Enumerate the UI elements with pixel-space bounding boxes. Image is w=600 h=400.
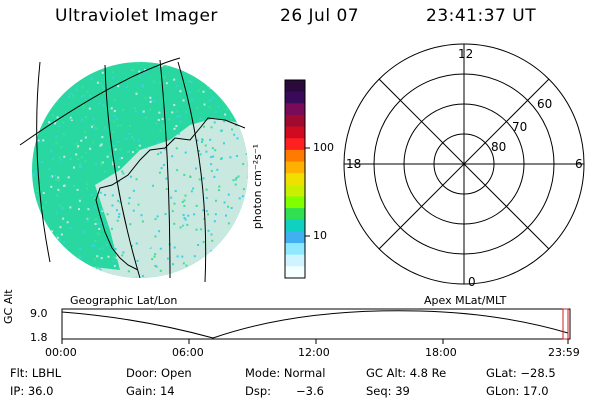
lat-label-70: 70 <box>512 120 528 134</box>
instrument-title: Ultraviolet Imager <box>55 6 218 26</box>
timeline-ytick-min: 1.8 <box>30 331 48 344</box>
colorbar-stripe <box>285 254 305 267</box>
colorbar-stripe <box>285 196 305 209</box>
lat-label-60: 60 <box>537 97 553 111</box>
date-label: 26 Jul 07 <box>280 6 360 26</box>
colorbar-tick-100: 100 <box>313 141 334 154</box>
polar-plot <box>343 43 585 285</box>
glon-status: GLon: 17.0 <box>486 384 549 398</box>
gain-status: Gain: 14 <box>126 384 175 398</box>
time-label: 23:41:37 UT <box>426 6 537 26</box>
colorbar-stripe <box>285 149 305 163</box>
timeline-ytick-max: 9.0 <box>30 307 48 320</box>
dsp-value: −3.6 <box>296 384 324 398</box>
colorbar <box>284 79 310 279</box>
mlt-label-0: 0 <box>468 275 476 289</box>
timeline-xtick-1800: 18:00 <box>425 346 457 359</box>
timeline-plot <box>61 308 571 344</box>
colorbar-stripe <box>285 138 305 151</box>
colorbar-stripe <box>285 231 305 244</box>
colorbar-stripe <box>285 80 305 93</box>
mlt-label-12: 12 <box>458 47 474 61</box>
colorbar-stripe <box>285 173 305 186</box>
current-time-marker <box>562 308 569 340</box>
colorbar-stripe <box>285 103 305 116</box>
timeline-xtick-2359: 23:59 <box>548 346 580 359</box>
colorbar-stripe <box>285 161 305 174</box>
timeline-xtick-1200: 12:00 <box>298 346 330 359</box>
mlt-label-18: 18 <box>346 157 362 171</box>
colorbar-tick-10: 10 <box>313 229 327 242</box>
colorbar-stripe <box>285 219 305 232</box>
colorbar-stripe <box>285 266 305 279</box>
gc-alt-status: GC Alt: 4.8 Re <box>366 366 447 380</box>
mode-status: Mode: Normal <box>245 366 326 380</box>
colorbar-stripe <box>285 114 305 128</box>
door-status: Door: Open <box>126 366 192 380</box>
seq-status: Seq: 39 <box>366 384 410 398</box>
colorbar-unit-label: photon cm⁻²s⁻¹ <box>251 143 265 230</box>
filter-status: Flt: LBHL <box>10 366 62 380</box>
mlt-label-6: 6 <box>575 157 583 171</box>
dsp-label: Dsp: <box>245 384 272 398</box>
colorbar-stripe <box>285 126 305 139</box>
lat-label-80: 80 <box>491 140 507 154</box>
timeline-xtick-0600: 06:00 <box>172 346 204 359</box>
glat-status: GLat: −28.5 <box>486 366 556 380</box>
colorbar-stripe <box>285 208 305 221</box>
apex-label: Apex MLat/MLT <box>424 294 507 307</box>
timeline-ylabel: GC Alt <box>2 289 15 324</box>
colorbar-stripe <box>285 91 305 104</box>
uv-globe-image <box>19 57 248 283</box>
ip-status: IP: 36.0 <box>10 384 54 398</box>
geographic-label: Geographic Lat/Lon <box>70 294 178 307</box>
timeline-xtick-0000: 00:00 <box>45 346 77 359</box>
colorbar-stripe <box>285 243 305 256</box>
colorbar-stripe <box>285 184 305 197</box>
